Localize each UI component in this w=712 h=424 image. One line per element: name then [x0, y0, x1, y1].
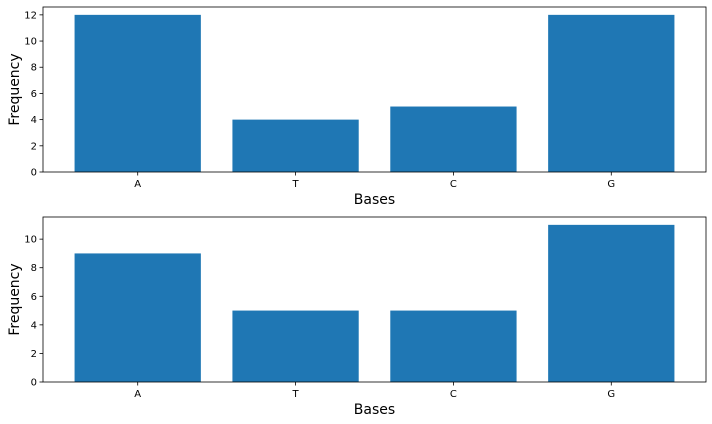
y-tick-label: 4 [31, 115, 37, 126]
y-tick-label: 8 [31, 63, 37, 74]
y-tick-label: 6 [31, 292, 37, 303]
y-tick-label: 2 [31, 141, 37, 152]
y-tick-label: 2 [31, 349, 37, 360]
y-tick-label: 4 [31, 320, 37, 331]
x-axis-label: Bases [354, 192, 395, 208]
x-axis-label: Bases [354, 402, 395, 418]
y-tick-label: 0 [31, 168, 37, 179]
y-axis-label: Frequency [7, 263, 23, 335]
x-tick-label: C [450, 179, 457, 190]
x-tick-label: G [607, 179, 615, 190]
bar-G [548, 224, 675, 382]
x-tick-label: G [607, 389, 615, 400]
bar-C [390, 310, 517, 382]
chart-top: 0 2 4 6 8 10 12 A T C G Bases Frequency [7, 6, 707, 208]
plot-frame [42, 6, 707, 173]
x-tick-label: A [134, 179, 141, 190]
plot-frame [42, 216, 707, 383]
bar-T [232, 119, 359, 172]
bar-A [74, 253, 201, 382]
bar-A [74, 14, 201, 172]
y-tick-label: 6 [31, 89, 37, 100]
bar-C [390, 106, 517, 172]
x-tick-label: C [450, 389, 457, 400]
x-tick-label: T [292, 389, 300, 400]
x-tick-label: A [134, 389, 141, 400]
bar-T [232, 310, 359, 382]
chart-bottom: 0 2 4 6 8 10 A T C G Bases Frequency [7, 216, 707, 418]
x-tick-label: T [292, 179, 300, 190]
y-tick-label: 0 [31, 378, 37, 389]
y-tick-label: 10 [24, 37, 37, 48]
y-tick-label: 8 [31, 263, 37, 274]
bar-G [548, 14, 675, 172]
y-tick-label: 10 [24, 235, 37, 246]
y-axis-label: Frequency [7, 53, 23, 125]
y-tick-label: 12 [24, 10, 37, 21]
